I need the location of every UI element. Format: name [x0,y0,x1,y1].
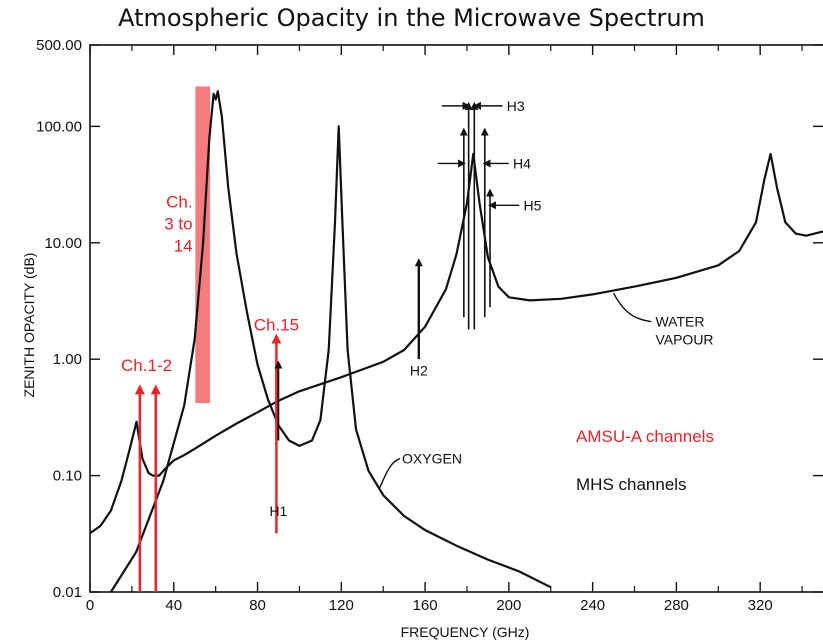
h4-label: H4 [513,155,531,171]
x-tick-label: 120 [329,597,354,614]
h1-label: H1 [269,503,287,519]
chart-title: Atmospheric Opacity in the Microwave Spe… [118,4,705,32]
x-tick-label: 0 [86,597,94,614]
x-tick-label: 40 [165,597,182,614]
y-tick-label: 0.01 [53,584,82,601]
oxygen-label: OXYGEN [402,451,462,467]
ch3-14-label: Ch. [166,193,192,212]
plot-frame [89,44,823,593]
x-tick-label: 80 [249,597,266,614]
water-vapour-leader [612,292,652,323]
water-vapour-label: WATER [655,314,704,330]
x-tick-label: 280 [664,597,689,614]
y-tick-label: 100.00 [36,118,82,135]
ch15-label: Ch.15 [254,316,299,335]
ch3-14-label: 3 to [164,215,192,234]
legend-mhs-label: MHS channels [576,475,687,494]
ch3-14-label: 14 [174,237,193,256]
x-axis-label: FREQUENCY (GHz) [401,624,530,640]
ch1-2-label: Ch.1-2 [121,356,172,375]
x-tick-label: 200 [496,597,521,614]
y-tick-label: 1.00 [53,351,82,368]
h3-label: H3 [507,98,525,114]
legend-amsu-label: AMSU-A channels [576,427,714,446]
x-tick-label: 160 [413,597,438,614]
y-tick-label: 500.00 [36,37,82,54]
y-axis-label: ZENITH OPACITY (dB) [21,253,37,398]
x-tick-label: 240 [580,597,605,614]
water-vapour-label: VAPOUR [655,332,713,348]
x-tick-label: 320 [748,597,773,614]
h5-label: H5 [524,197,542,213]
y-tick-label: 10.00 [44,235,82,252]
h2-label: H2 [410,362,428,378]
series-line-water-vapour [89,152,823,535]
y-tick-label: 0.10 [53,468,82,485]
series-line-oxygen [109,90,552,593]
oxygen-leader [378,457,401,490]
